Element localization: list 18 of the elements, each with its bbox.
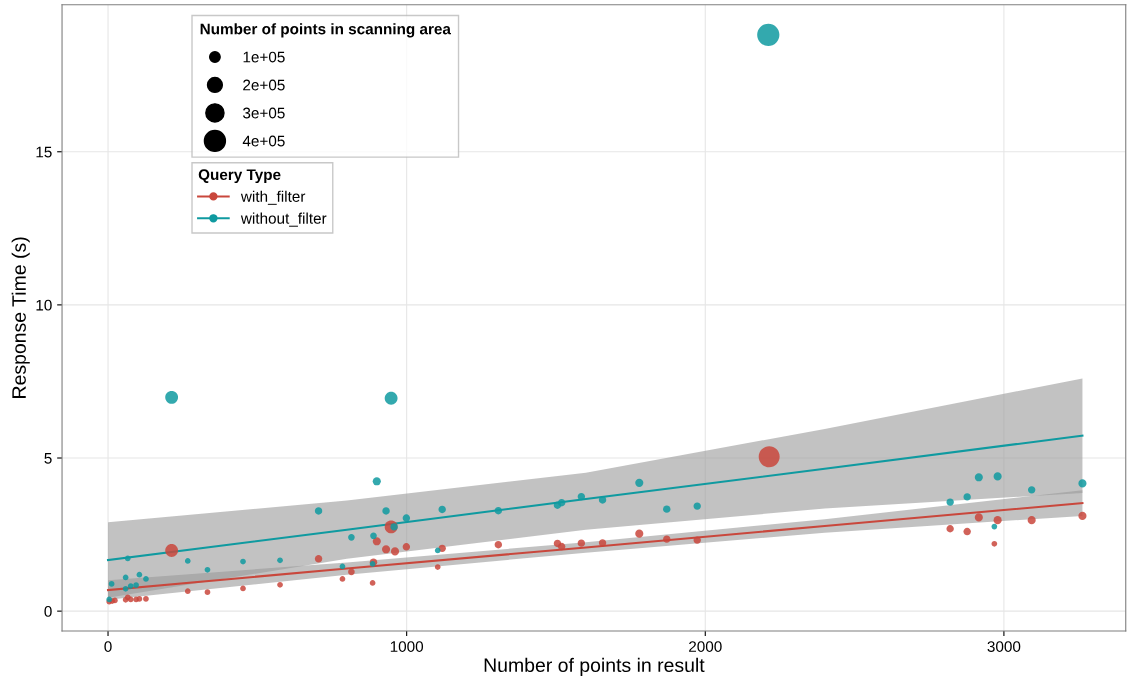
y-tick-label: 10	[36, 299, 52, 311]
x-tick-label: 2000	[689, 641, 722, 652]
x-axis-title: Number of points in result	[484, 657, 705, 676]
x-tick-label: 3000	[987, 641, 1021, 652]
annotation: Number of points in scanning area	[200, 23, 452, 38]
legend-label: 1e+05	[243, 51, 285, 63]
legend-label: 2e+05	[243, 79, 285, 91]
legend-label: with_filter	[240, 190, 306, 205]
legend-label: 3e+05	[243, 107, 285, 119]
y-tick-label: 5	[44, 453, 52, 464]
legend-title: Query Type	[198, 169, 281, 184]
y-axis-title: Response Time (s)	[11, 237, 30, 398]
y-tick-label: 0	[44, 606, 52, 617]
legend-label: without_filter	[240, 212, 327, 227]
legend-label: 4e+05	[242, 135, 285, 147]
x-tick-label: 1000	[390, 641, 424, 652]
y-tick-label: 15	[36, 146, 52, 158]
x-tick-label: 0	[104, 641, 112, 652]
